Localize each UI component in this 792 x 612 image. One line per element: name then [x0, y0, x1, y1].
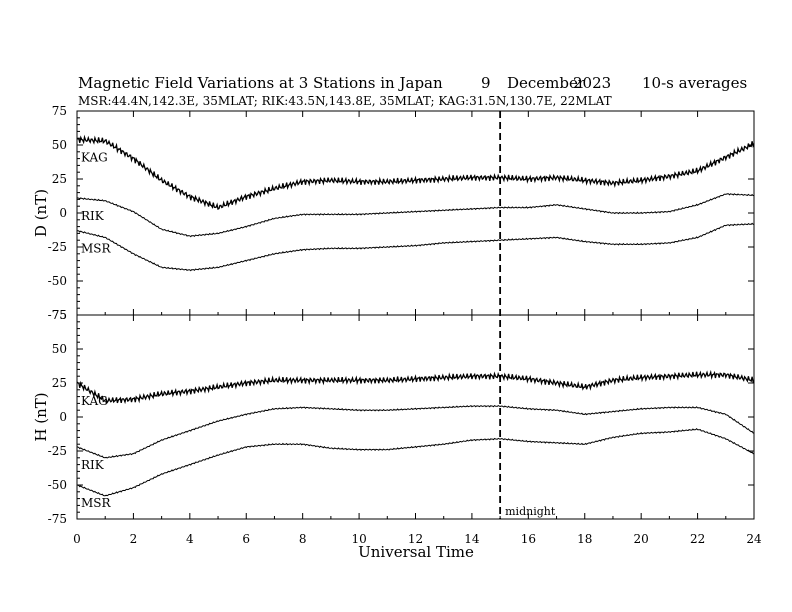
y-tick-label: 25 [52, 376, 67, 390]
x-axis-label: Universal Time [358, 543, 474, 561]
x-tick-label: 6 [242, 532, 250, 546]
midnight-label: midnight [505, 505, 556, 518]
x-tick-label: 16 [521, 532, 536, 546]
x-tick-label: 24 [746, 532, 762, 546]
series-line-top-msr [76, 222, 755, 272]
x-tick-label: 8 [299, 532, 307, 546]
series-label-top-msr: MSR [81, 242, 112, 256]
y-tick-label: 50 [52, 342, 67, 356]
x-tick-label: 12 [408, 532, 423, 546]
x-tick-label: 2 [130, 532, 138, 546]
y-tick-label: -75 [48, 512, 67, 526]
y-tick-label: 50 [52, 138, 67, 152]
x-tick-label: 0 [73, 532, 81, 546]
x-tick-label: 22 [690, 532, 705, 546]
y-tick-label: -75 [48, 308, 67, 322]
chart-date-day: 9 [481, 74, 491, 92]
chart-averaging-note: 10-s averages [642, 74, 747, 92]
x-tick-label: 10 [351, 532, 366, 546]
station-list-subtitle: MSR:44.4N,142.3E, 35MLAT; RIK:43.5N,143.… [78, 94, 612, 108]
series-label-top-rik: RIK [81, 209, 105, 223]
x-tick-label: 18 [577, 532, 592, 546]
y-axis-label-bottom: H (nT) [32, 392, 50, 441]
series-label-bottom-msr: MSR [81, 496, 112, 510]
series-label-top-kag: KAG [81, 151, 108, 165]
x-tick-label: 14 [464, 532, 480, 546]
y-tick-label: 75 [52, 104, 67, 118]
panel-frame-bottom [76, 314, 755, 520]
series-line-top-kag [76, 134, 755, 210]
y-tick-label: 75 [52, 308, 67, 322]
x-tick-label: 4 [186, 532, 194, 546]
chart-panels: -75 -50 -25 0 25 50 75 D (nT) KAG RIK MSR -75 -50 -25… [32, 104, 762, 546]
x-tick-label: 20 [634, 532, 649, 546]
y-tick-label: 0 [59, 206, 67, 220]
chart-date-month: December [507, 74, 586, 92]
series-label-bottom-rik: RIK [81, 458, 105, 472]
panel-top: -75 -50 -25 0 25 50 75 D (nT) KAG RIK MSR [32, 104, 755, 322]
chart-title: Magnetic Field Variations at 3 Stations … [78, 74, 443, 92]
series-label-bottom-kag: KAG [81, 394, 108, 408]
chart-date-year: 2023 [573, 74, 611, 92]
series-line-bottom-rik [76, 404, 755, 459]
y-tick-label: 0 [59, 410, 67, 424]
series-line-top-rik [76, 193, 755, 238]
y-tick-label: -50 [48, 274, 67, 288]
y-tick-label: -25 [48, 240, 67, 254]
y-axis-label-top: D (nT) [32, 189, 50, 237]
y-tick-label: 25 [52, 172, 67, 186]
y-tick-label: -50 [48, 478, 67, 492]
y-tick-label: -25 [48, 444, 67, 458]
series-line-bottom-kag [76, 369, 755, 405]
series-line-bottom-msr [76, 427, 755, 497]
